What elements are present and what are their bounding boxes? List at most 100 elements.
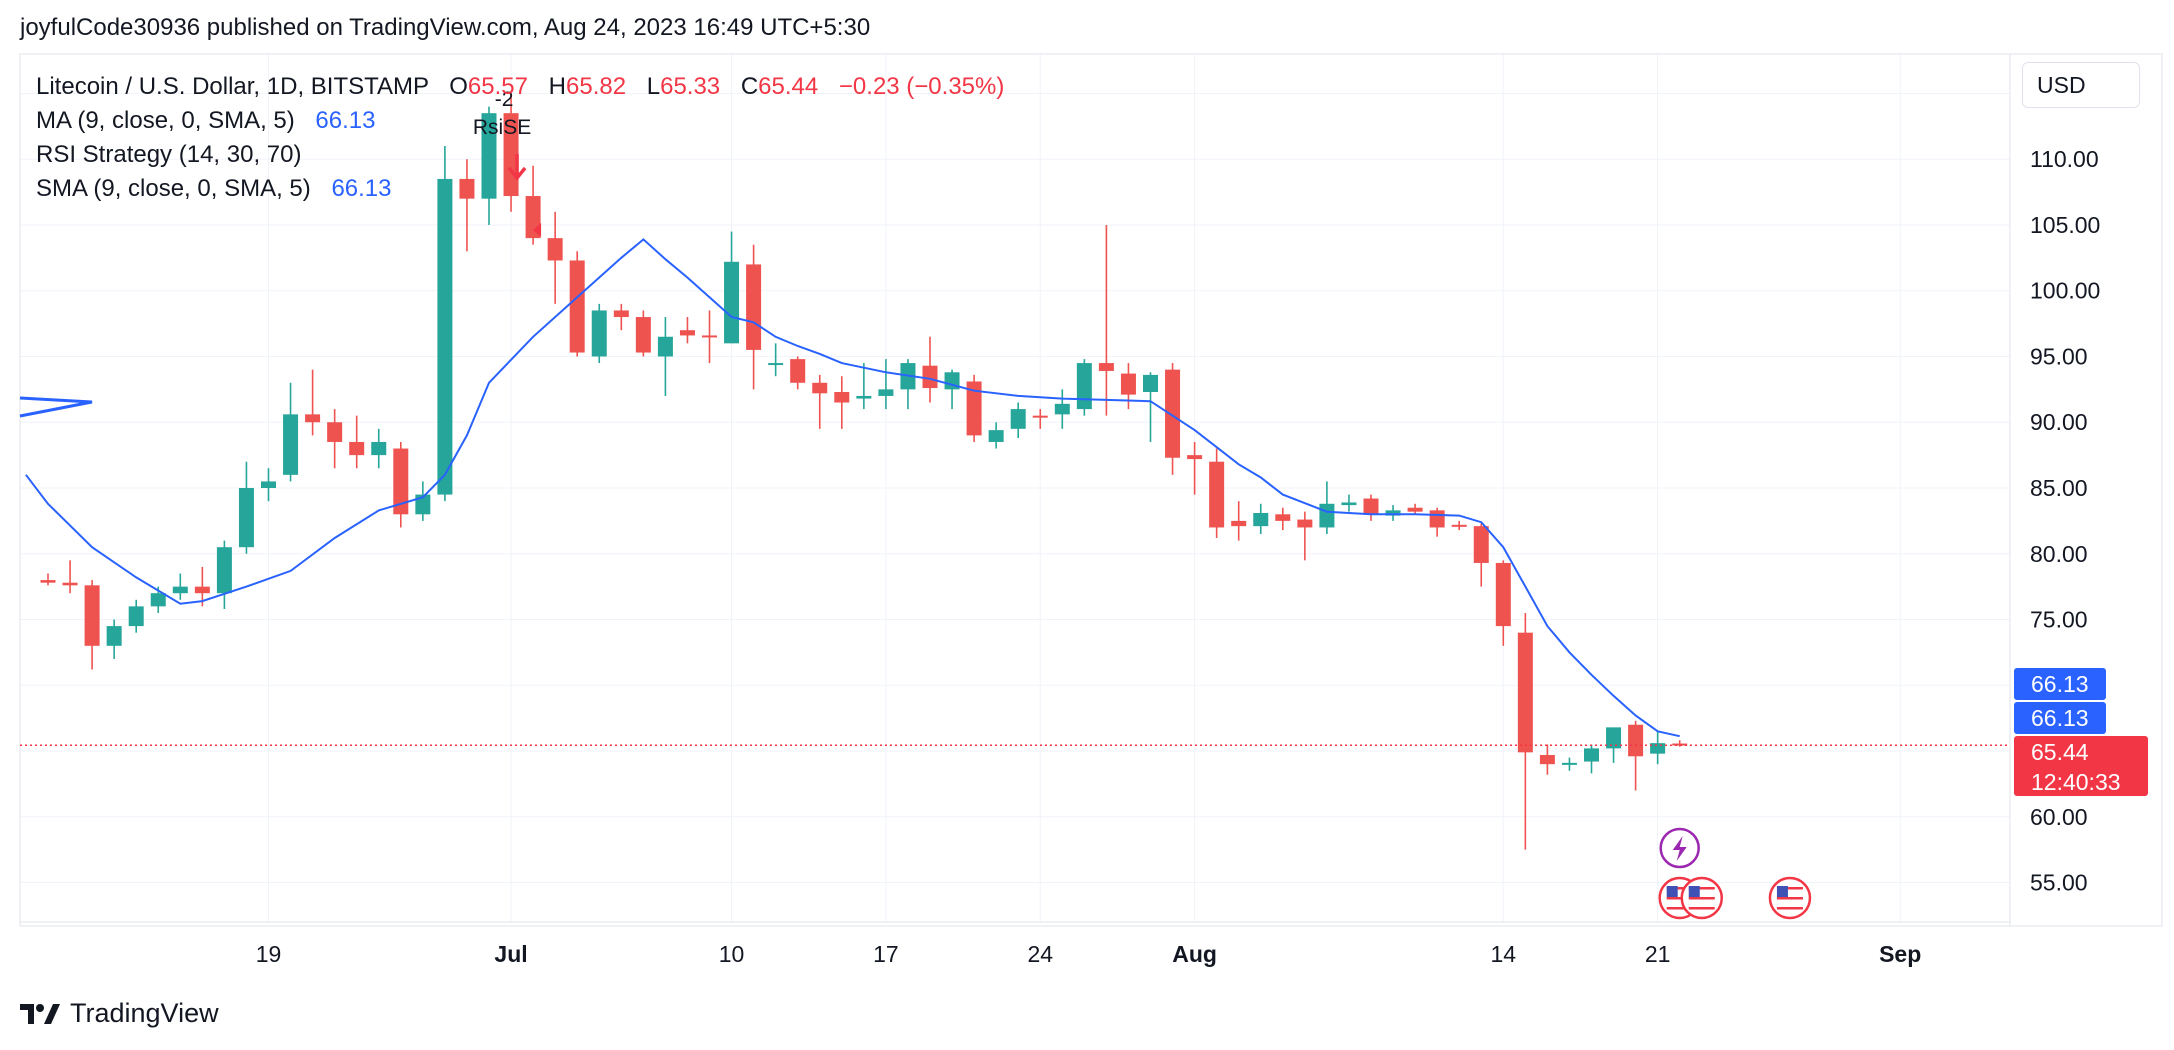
candle-body (1319, 503, 1335, 528)
candle (1539, 744, 1555, 775)
legend-ma-value: 66.13 (315, 107, 376, 134)
y-tick-label: 110.00 (2030, 146, 2099, 172)
candle (1606, 727, 1622, 763)
y-tick-label: 85.00 (2030, 475, 2088, 501)
candle-body (1672, 743, 1688, 746)
legend-rsi-row[interactable]: RSI Strategy (14, 30, 70) (36, 138, 1004, 172)
us-economic-event-icon (1680, 876, 1723, 920)
candles-layer (40, 93, 1688, 850)
candle-body (613, 310, 629, 318)
candle-body (238, 488, 254, 548)
candle (1650, 731, 1666, 765)
lightning-glyph-icon (1672, 836, 1687, 861)
candle (1032, 409, 1048, 429)
candle-body (194, 586, 210, 594)
candle-body (172, 586, 188, 594)
candle (238, 461, 254, 554)
tradingview-logo-icon[interactable] (20, 1002, 60, 1026)
candle (40, 573, 56, 586)
candle-body (283, 414, 299, 475)
candle-body (84, 585, 100, 646)
candle-body (856, 395, 872, 399)
candle (724, 231, 740, 344)
candle-body (1098, 363, 1114, 371)
legend-low-label: L (646, 73, 661, 100)
candle-body (1054, 403, 1070, 415)
flag-stripe (1776, 907, 1803, 910)
candle-body (1120, 373, 1136, 395)
legend-symbol-row[interactable]: Litecoin / U.S. Dollar, 1D, BITSTAMP O65… (36, 70, 1004, 104)
flag-stripe (1688, 907, 1715, 910)
x-tick-label: Jul (494, 941, 527, 967)
candle-body (1231, 520, 1247, 527)
price-axis: 115.00110.00105.00100.0095.0090.0085.008… (2014, 80, 2148, 896)
legend-ma-label: MA (9, close, 0, SMA, 5) (36, 107, 295, 134)
candle-body (150, 593, 166, 607)
candle (216, 540, 232, 609)
legend-close: 65.44 (758, 73, 819, 100)
candle (283, 382, 299, 482)
candle-body (1606, 727, 1622, 749)
candle (261, 468, 276, 502)
candle-body (128, 606, 144, 627)
candle (128, 599, 144, 633)
candle-body (40, 580, 56, 583)
candle (437, 146, 453, 502)
candle (305, 369, 321, 436)
currency-selector[interactable]: USD (2022, 62, 2140, 108)
ma-line (25, 238, 1680, 738)
candle (591, 303, 607, 364)
candle (1473, 523, 1489, 587)
chart-pane-borders (19, 53, 2163, 927)
candle (966, 374, 982, 442)
candle-body (1165, 369, 1181, 458)
candle (1407, 503, 1423, 515)
candle (349, 415, 365, 469)
candle-body (746, 264, 762, 350)
candle-body (1628, 724, 1644, 757)
candle (834, 376, 850, 429)
last-price-badge-text: 12:40:33 (2031, 769, 2121, 795)
flag-stripe (1776, 902, 1803, 905)
candle-body (812, 382, 828, 394)
x-tick-label: Sep (1879, 941, 1921, 967)
flag-stripe (1666, 907, 1693, 910)
flag-stripe (1666, 887, 1693, 890)
candle (1429, 507, 1445, 537)
candle-body (106, 626, 122, 646)
legend-sma-row[interactable]: SMA (9, close, 0, SMA, 5) 66.13 (36, 172, 1004, 206)
candle (1584, 744, 1599, 774)
candle-body (768, 363, 784, 366)
candle-body (1253, 512, 1269, 527)
sma-price-badge (2014, 702, 2106, 734)
candle (679, 317, 695, 344)
candle-body (1517, 632, 1533, 753)
candle (1297, 511, 1313, 561)
legend-ma-row[interactable]: MA (9, close, 0, SMA, 5) 66.13 (36, 104, 1004, 138)
chart-grid (20, 54, 2010, 922)
flag-canton (1776, 886, 1788, 897)
footer: TradingView (20, 998, 219, 1029)
legend-sma-label: SMA (9, close, 0, SMA, 5) (36, 175, 311, 202)
candle-body (371, 441, 387, 456)
candle (481, 106, 497, 225)
candle-body (1209, 461, 1225, 528)
candle-body (459, 178, 475, 199)
legend-change: −0.23 (−0.35%) (838, 73, 1005, 100)
candle (922, 336, 938, 403)
candle-body (834, 391, 850, 403)
candle (878, 359, 894, 410)
tradingview-brand[interactable]: TradingView (70, 998, 219, 1028)
y-tick-label: 60.00 (2030, 804, 2088, 830)
candle-body (1473, 526, 1489, 563)
candle (1319, 481, 1335, 535)
y-tick-label: 105.00 (2030, 212, 2100, 238)
candle (1076, 359, 1092, 416)
candle (62, 560, 78, 594)
candle (547, 211, 563, 304)
legend-high-label: H (548, 73, 566, 100)
signal-name-label: RsiSE (473, 116, 531, 139)
candle-body (327, 422, 343, 442)
candle (1495, 560, 1511, 646)
